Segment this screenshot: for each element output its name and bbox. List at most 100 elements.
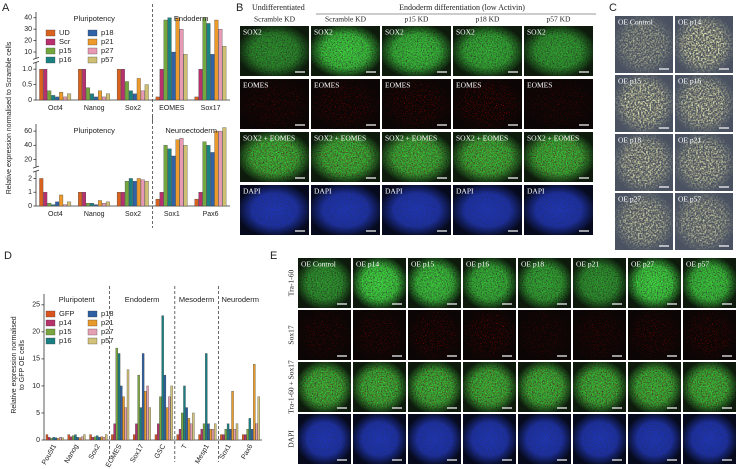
legend-swatch [45,38,56,46]
bar [82,69,86,101]
bar [194,96,199,101]
column-header: p18 KD [476,15,501,24]
bar [179,29,184,101]
axis-break [32,57,40,60]
image-signal [518,414,571,464]
bar [93,436,97,441]
image-signal [382,185,451,235]
column-header: Scramble KD [325,15,367,24]
x-tick-label: Pax6 [240,443,254,460]
legend-label: p57 [101,336,114,345]
image-signal [675,134,733,191]
header: Undifferentiated [252,3,305,12]
micrograph [628,414,681,464]
micrograph: DAPI [382,185,451,235]
image-label: OE p21 [576,260,599,269]
image-signal [628,310,681,360]
column-header: p57 KD [547,15,572,24]
micrograph: OE p16 [463,258,516,308]
x-tick-label: Sox17 [129,443,145,464]
bar [214,423,217,441]
image-signal [353,258,406,308]
bar [206,23,211,101]
x-tick-label: Nanog [64,443,80,464]
bar [102,437,106,441]
image-label: EOMES [314,81,339,90]
legend-label: p18 [101,28,114,37]
micrograph: DAPI [311,185,380,235]
legend-swatch [87,310,98,318]
bar [209,429,212,441]
group-label: Neuroectoderm [165,126,217,135]
y-axis-label: to GFP OE cells [19,339,26,390]
bar [139,407,143,441]
bar [185,407,188,441]
bar [39,69,44,101]
bar [94,96,98,101]
y-tick-label: 60 [24,128,32,135]
image-signal [615,193,673,250]
bar [171,51,176,101]
y-tick-label: 10 [32,383,40,390]
image-label: SOX2 + EOMES [456,134,508,143]
bar [135,423,138,441]
image-label: SOX2 + EOMES [527,134,579,143]
bar [148,407,151,441]
bar [115,347,118,441]
bar [91,437,94,441]
micrograph: EOMES [453,79,522,129]
legend-swatch [45,319,56,327]
image-signal [382,26,451,76]
legend-label: GFP [59,309,74,318]
image-label: OE p18 [618,136,641,145]
image-label: OE p18 [521,260,544,269]
bar [63,204,68,207]
image-signal [353,414,406,464]
bar [98,200,102,207]
micrograph: SOX2 [524,26,593,76]
bar [124,81,129,101]
bar [47,203,52,207]
micrograph [463,310,516,360]
bar [144,181,149,207]
x-tick-label: Sox2 [125,105,141,112]
legend-swatch [87,56,98,64]
image-label: OE p15 [618,77,641,86]
legend-label: p57 [101,55,114,64]
y-tick-label: 25 [32,302,40,309]
micrograph: SOX2 [453,26,522,76]
image-label: SOX2 + EOMES [314,134,366,143]
bar [233,429,236,441]
bar [183,145,188,207]
micrograph: SOX2 [382,26,451,76]
panel-label: D [4,250,12,262]
y-tick-label: 1 [28,189,32,196]
image-label: EOMES [527,81,552,90]
bar [206,145,211,207]
micrograph [408,362,461,412]
micrograph: EOMES [524,79,593,129]
bar [220,434,223,441]
bar [50,438,53,441]
y-tick-label: 30 [24,26,32,33]
bar [63,96,68,101]
bar [116,69,121,101]
image-signal [683,258,736,308]
bar [59,92,64,101]
micrograph [518,310,571,360]
bar [253,364,256,441]
micrograph: OE p14 [675,16,733,73]
bar [222,46,227,101]
bar [116,192,121,207]
panel-label: A [2,2,10,14]
y-tick-label: 0 [28,203,32,210]
bar [67,93,72,101]
bar [100,436,103,441]
bar [198,192,203,207]
bar [69,436,73,441]
bar [214,130,219,207]
bar [200,429,203,441]
image-signal [573,310,626,360]
y-tick-label: 20 [32,329,40,336]
bar [163,145,168,207]
